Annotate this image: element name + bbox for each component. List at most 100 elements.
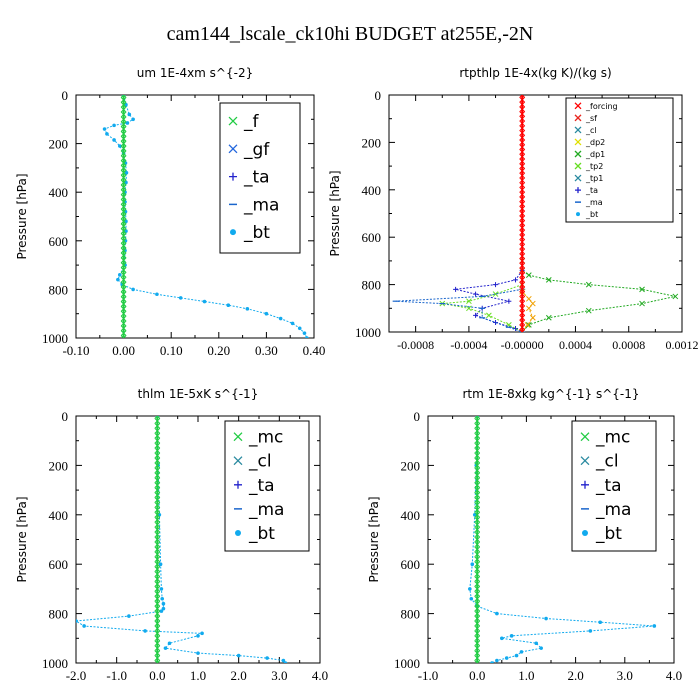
data-point: [525, 295, 532, 302]
data-point: [281, 658, 286, 663]
panel-title: um 1E-4xm s^{-2}: [137, 66, 253, 80]
data-point: [474, 511, 481, 518]
data-point: [519, 215, 526, 222]
data-point: [474, 497, 481, 503]
data-point: [120, 199, 127, 205]
data-point: [154, 551, 161, 558]
data-point: [513, 277, 519, 283]
data-point: [226, 303, 231, 307]
x-tick-label: 0.0: [149, 668, 165, 683]
x-tick-label: 1.0: [190, 668, 206, 683]
legend-label: _bt: [243, 223, 270, 243]
data-point: [519, 134, 526, 141]
data-point: [504, 656, 509, 660]
data-point: [495, 611, 499, 616]
data-point: [154, 556, 161, 563]
data-point: [120, 310, 127, 317]
data-point: [519, 329, 526, 332]
data-point: [519, 144, 526, 150]
data-point: [519, 324, 526, 331]
data-point: [525, 272, 532, 278]
data-point: [474, 645, 481, 652]
data-point: [154, 561, 161, 568]
data-point: [155, 292, 159, 297]
panel-4: rtm 1E-8xkg kg^{-1} s^{-1} Pressure [hPa]…: [367, 387, 682, 683]
data-point: [474, 581, 481, 587]
legend-label: _sf: [585, 114, 597, 123]
data-point: [120, 169, 127, 176]
data-point: [154, 595, 161, 602]
legend-label: _cl: [595, 452, 619, 472]
data-point: [154, 640, 161, 647]
data-point: [474, 492, 481, 498]
legend-label: _cl: [248, 452, 272, 472]
data-point: [154, 492, 161, 498]
data-point: [154, 620, 161, 627]
data-point: [474, 630, 481, 637]
series-line-ma: [395, 288, 523, 332]
data-point: [120, 233, 127, 239]
data-point: [131, 287, 135, 292]
data-point: [120, 126, 127, 132]
data-point: [120, 315, 127, 322]
data-point: [639, 300, 645, 307]
data-point: [154, 516, 161, 523]
data-point: [474, 635, 481, 642]
data-point: [127, 112, 132, 117]
legend-marker: [576, 212, 580, 217]
data-point: [474, 556, 481, 563]
y-tick-label: 0: [414, 409, 421, 424]
data-point: [112, 123, 116, 128]
x-tick-label: 2.0: [567, 668, 583, 683]
data-point: [474, 531, 481, 538]
data-point: [519, 130, 526, 136]
data-point: [506, 298, 512, 304]
data-point: [519, 267, 526, 274]
legend: _forcing _sf _cl _dp2 _dp1 _tp2 _tp1 _ta _ma _bt: [565, 97, 674, 223]
data-point: [474, 600, 481, 607]
data-point: [120, 111, 127, 118]
data-point: [519, 120, 526, 127]
legend-label: _ta: [595, 476, 622, 496]
data-point: [519, 115, 526, 122]
data-point: [154, 511, 161, 518]
x-tick-label: 0.0012: [666, 338, 699, 352]
data-point: [519, 186, 526, 193]
legend-marker: [228, 116, 238, 126]
legend-marker: [230, 229, 236, 236]
data-point: [474, 507, 481, 513]
data-point: [474, 576, 481, 582]
data-point: [474, 427, 481, 434]
data-point: [672, 293, 679, 300]
data-point: [519, 291, 526, 297]
data-point: [154, 427, 161, 434]
data-point: [474, 472, 481, 479]
panel-title: rtm 1E-8xkg kg^{-1} s^{-1}: [462, 387, 639, 401]
y-tick-label: 400: [362, 183, 382, 198]
data-point: [474, 462, 481, 469]
data-point: [120, 189, 127, 196]
data-point: [120, 296, 127, 302]
legend-label: _cl: [585, 126, 597, 135]
data-point: [120, 194, 127, 200]
legend-label: _bt: [248, 524, 275, 544]
x-tick-label: 4.0: [312, 668, 328, 683]
data-point: [519, 96, 526, 103]
legend: _mc _cl _ta _ma _bt: [224, 420, 310, 552]
y-tick-label: 800: [362, 278, 382, 293]
data-point: [264, 311, 269, 316]
data-point: [143, 629, 147, 633]
data-point: [519, 314, 526, 321]
data-point: [305, 336, 309, 338]
data-point: [120, 174, 127, 181]
legend-label: _bt: [595, 524, 622, 544]
legend-label: _dp2: [585, 138, 605, 147]
data-point: [453, 286, 459, 292]
y-tick-label: 800: [49, 282, 69, 297]
data-point: [120, 165, 127, 171]
data-point: [154, 507, 161, 513]
x-tick-label: 0.10: [160, 343, 183, 358]
data-point: [154, 418, 161, 424]
data-point: [652, 624, 657, 628]
x-tick-label: 0.0004: [559, 338, 592, 352]
